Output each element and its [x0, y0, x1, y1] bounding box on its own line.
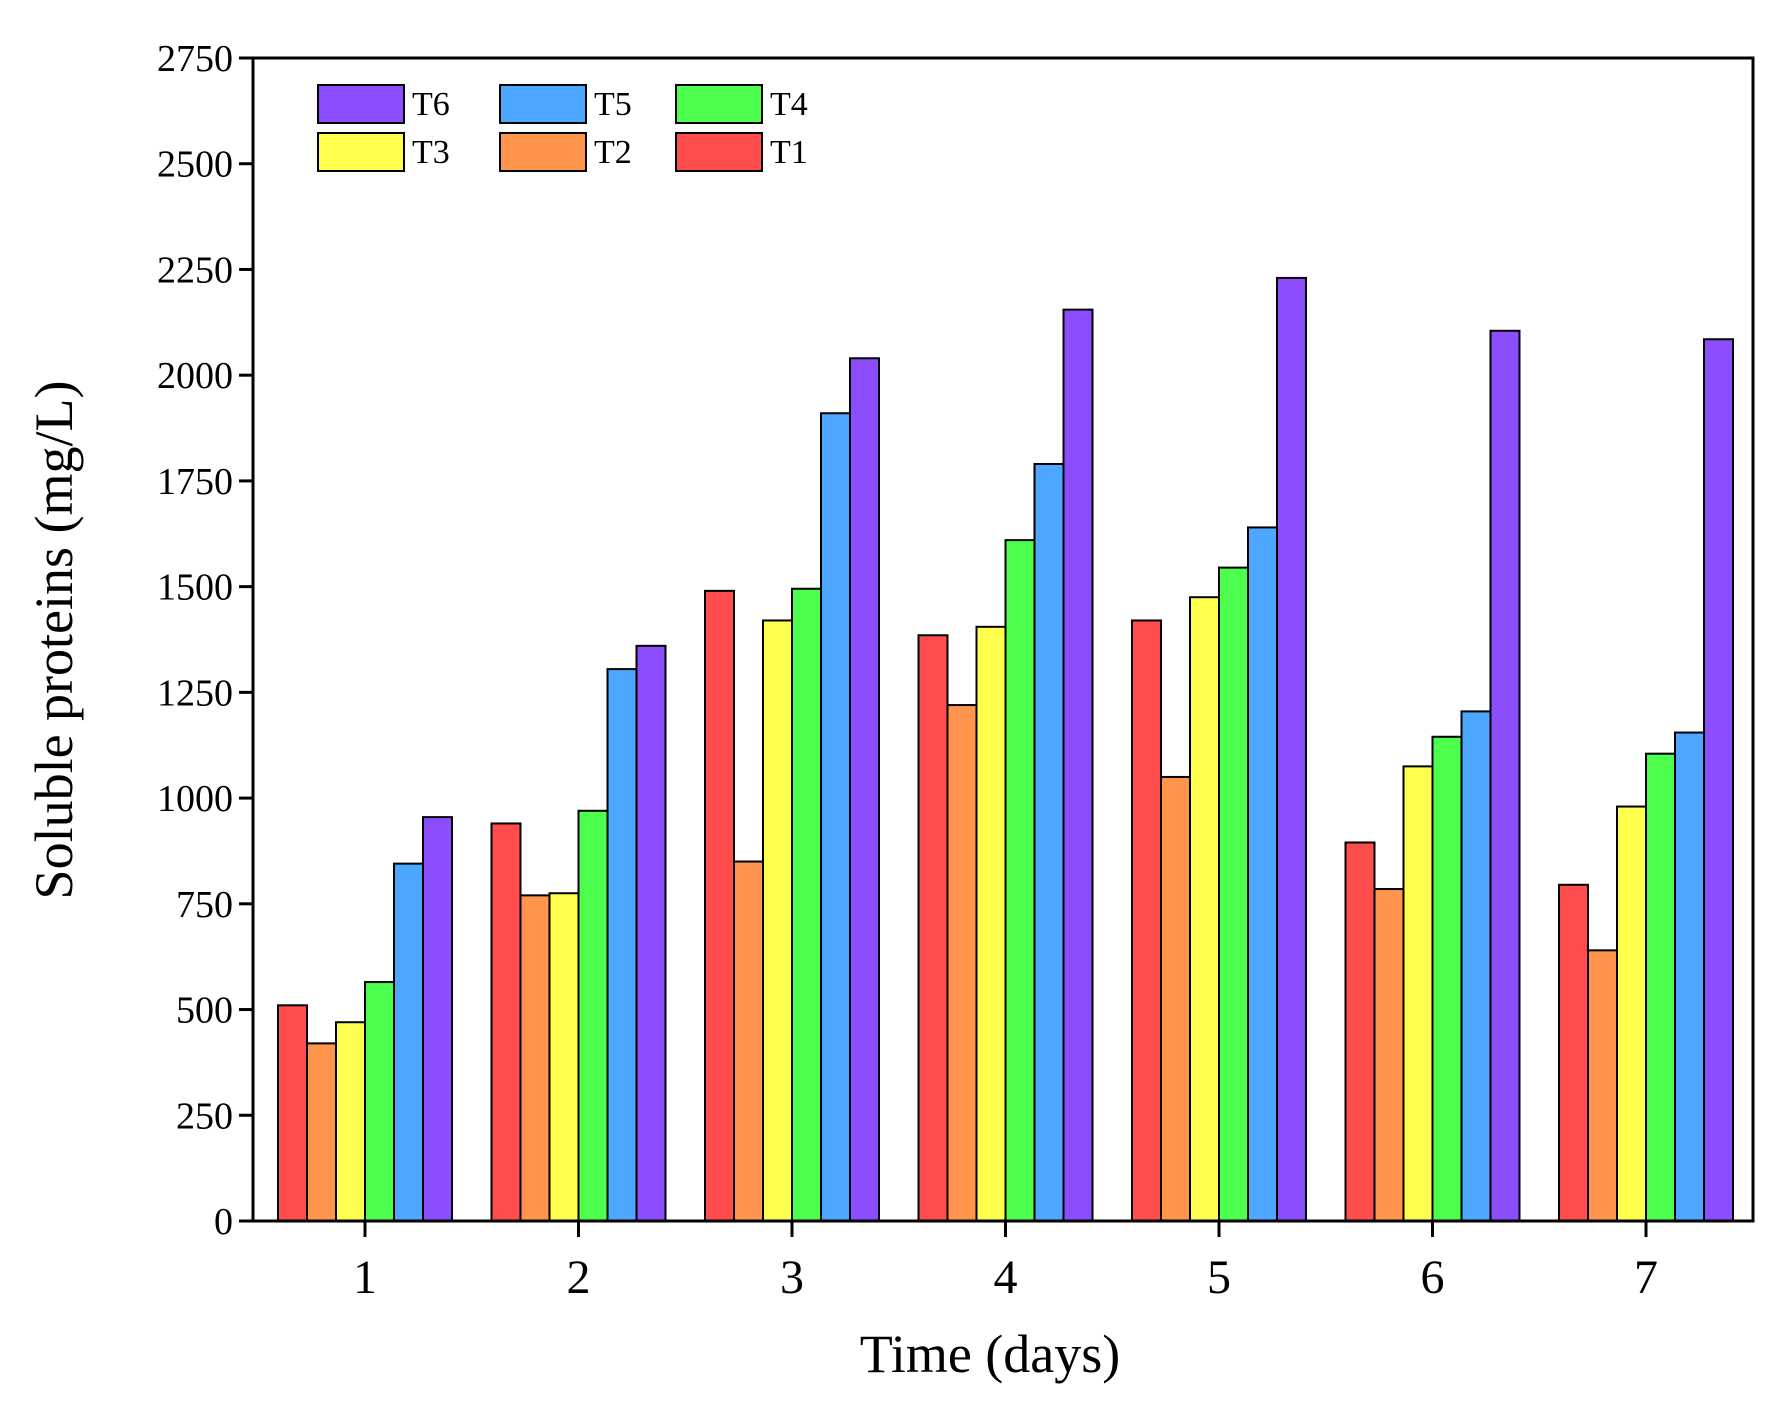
bar-t6-day-2	[635, 644, 667, 1222]
legend-swatch-t5	[499, 84, 587, 124]
bar-t1-day-3	[704, 589, 735, 1222]
bar-t6-day-6	[1489, 329, 1521, 1222]
legend-swatch-t6	[317, 84, 405, 124]
legend-swatch-t3	[317, 132, 405, 172]
bar-t2-day-4	[946, 704, 978, 1222]
bar-t5-day-4	[1033, 462, 1065, 1222]
legend-label-t4: T4	[770, 86, 808, 123]
x-axis: 1 2 3 4 5 6 7	[353, 1221, 1658, 1304]
legend-swatch-t1	[675, 132, 763, 172]
bar-t5-day-2	[606, 668, 638, 1222]
bar-t2-day-6	[1373, 888, 1405, 1222]
bar-t5-day-6	[1460, 710, 1492, 1222]
bar-t6-day-4	[1062, 308, 1094, 1222]
bar-t3-day-5	[1189, 596, 1220, 1222]
y-tick-label: 0	[214, 1201, 233, 1243]
bar-t2-day-3	[733, 860, 764, 1222]
x-tick-label: 3	[780, 1251, 804, 1304]
x-tick-label: 5	[1207, 1251, 1231, 1304]
legend-swatch-t2	[499, 132, 587, 172]
bar-t3-day-3	[762, 619, 793, 1222]
bar-t2-day-5	[1160, 775, 1191, 1222]
y-tick-label: 2250	[157, 249, 233, 291]
bar-t4-day-7	[1645, 752, 1676, 1222]
bars-group	[277, 276, 1734, 1223]
legend-label-t3: T3	[412, 134, 450, 171]
bar-t6-day-3	[849, 357, 880, 1222]
bar-t5-day-1	[393, 862, 424, 1223]
bar-t4-day-2	[577, 809, 609, 1223]
legend-label-t5: T5	[594, 86, 632, 123]
y-tick-label: 1000	[157, 778, 233, 820]
y-tick-label: 2750	[157, 38, 233, 80]
legend-label-t2: T2	[594, 134, 632, 171]
bar-t1-day-2	[490, 822, 522, 1222]
bar-t6-day-5	[1276, 276, 1307, 1222]
legend-swatch-t4	[675, 84, 763, 124]
y-tick-label: 250	[176, 1095, 233, 1137]
bar-t1-day-4	[917, 634, 949, 1222]
x-tick-label: 1	[353, 1251, 377, 1304]
x-tick-label: 6	[1421, 1251, 1445, 1304]
x-tick-label: 2	[567, 1251, 591, 1304]
plot-frame	[251, 56, 1755, 1223]
bar-t4-day-5	[1218, 566, 1249, 1222]
bar-t5-day-5	[1247, 526, 1278, 1222]
bar-t1-day-5	[1131, 619, 1162, 1222]
x-axis-label: Time (days)	[860, 1324, 1121, 1384]
bar-t3-day-4	[975, 625, 1007, 1222]
bar-t4-day-1	[364, 981, 395, 1222]
bar-t5-day-3	[820, 412, 851, 1222]
bar-t4-day-3	[791, 587, 822, 1222]
bar-t3-day-1	[335, 1021, 366, 1222]
bar-t3-day-2	[548, 892, 580, 1223]
legend: T6 T5 T4 T3 T2 T1	[317, 84, 808, 172]
y-tick-label: 500	[176, 990, 233, 1032]
bar-t6-day-7	[1703, 338, 1734, 1222]
y-axis-label: Soluble proteins (mg/L)	[24, 381, 84, 900]
y-tick-label: 750	[176, 884, 233, 926]
bar-t6-day-1	[422, 816, 453, 1222]
y-tick-label: 1750	[157, 461, 233, 503]
legend-label-t6: T6	[412, 86, 450, 123]
bar-t1-day-6	[1344, 841, 1376, 1222]
bar-t4-day-6	[1431, 735, 1463, 1222]
bar-t4-day-4	[1004, 539, 1036, 1222]
legend-label-t1: T1	[770, 134, 808, 171]
y-tick-label: 1250	[157, 672, 233, 714]
x-tick-label: 7	[1634, 1251, 1658, 1304]
bar-t1-day-7	[1558, 883, 1589, 1223]
y-tick-label: 1500	[157, 567, 233, 609]
bar-t2-day-2	[519, 894, 551, 1222]
y-axis: 0 250 500 750 1000 1250 1500 1750 2000 2250 2500 27…	[157, 38, 253, 1243]
x-tick-label: 4	[994, 1251, 1018, 1304]
y-tick-label: 2000	[157, 355, 233, 397]
bar-t2-day-7	[1587, 949, 1618, 1222]
bar-t2-day-1	[306, 1042, 337, 1222]
y-tick-label: 2500	[157, 144, 233, 186]
bar-t3-day-7	[1616, 805, 1647, 1222]
bar-t1-day-1	[277, 1004, 308, 1222]
bar-t5-day-7	[1674, 731, 1705, 1222]
bar-t3-day-6	[1402, 765, 1434, 1222]
